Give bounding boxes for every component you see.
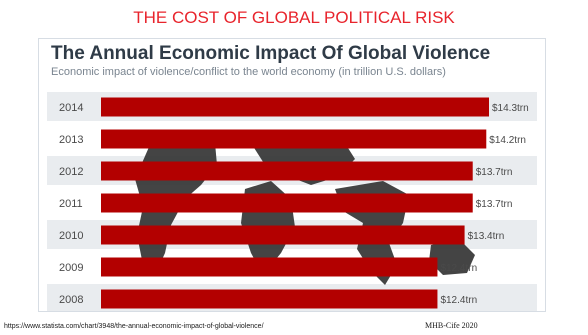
category-label-2013: 2013 [59, 134, 83, 146]
credit-text: MHB-Cife 2020 [425, 321, 478, 330]
category-labels: 2014 2013 2012 2011 2010 2009 2008 [59, 102, 83, 306]
value-label-2010: $13.4trn [468, 231, 505, 242]
value-label-2012: $13.7trn [476, 167, 513, 178]
bar-2009 [101, 257, 438, 277]
slide-title: THE COST OF GLOBAL POLITICAL RISK [133, 8, 455, 27]
bar-2011 [101, 193, 473, 213]
map-shape-oceania [429, 239, 475, 275]
category-label-2010: 2010 [59, 230, 83, 242]
value-label-2013: $14.2trn [489, 135, 526, 146]
category-label-2011: 2011 [59, 198, 83, 210]
bars [101, 97, 489, 309]
bar-2014 [101, 97, 489, 117]
chart-title: The Annual Economic Impact Of Global Vio… [51, 43, 491, 64]
value-label-2014: $14.3trn [492, 103, 529, 114]
value-labels: $14.3trn $14.2trn $13.7trn $13.7trn $13.4trn… [440, 103, 528, 306]
bar-2012 [101, 161, 473, 181]
category-label-2008: 2008 [59, 294, 83, 306]
value-label-2009: $12.4trn [440, 263, 477, 274]
value-label-2008: $12.4trn [440, 295, 477, 306]
bar-2008 [101, 289, 438, 309]
bar-2013 [101, 129, 487, 149]
category-label-2012: 2012 [59, 166, 83, 178]
category-label-2014: 2014 [59, 102, 83, 114]
value-label-2011: $13.7trn [476, 199, 513, 210]
category-label-2009: 2009 [59, 262, 83, 274]
bar-2010 [101, 225, 465, 245]
chart-subtitle: Economic impact of violence/conflict to … [51, 66, 446, 78]
chart-card: 2014 2013 2012 2011 2010 2009 2008 $14.3trn $14… [38, 38, 546, 312]
source-url: https://www.statista.com/chart/3948/the-… [4, 323, 264, 330]
